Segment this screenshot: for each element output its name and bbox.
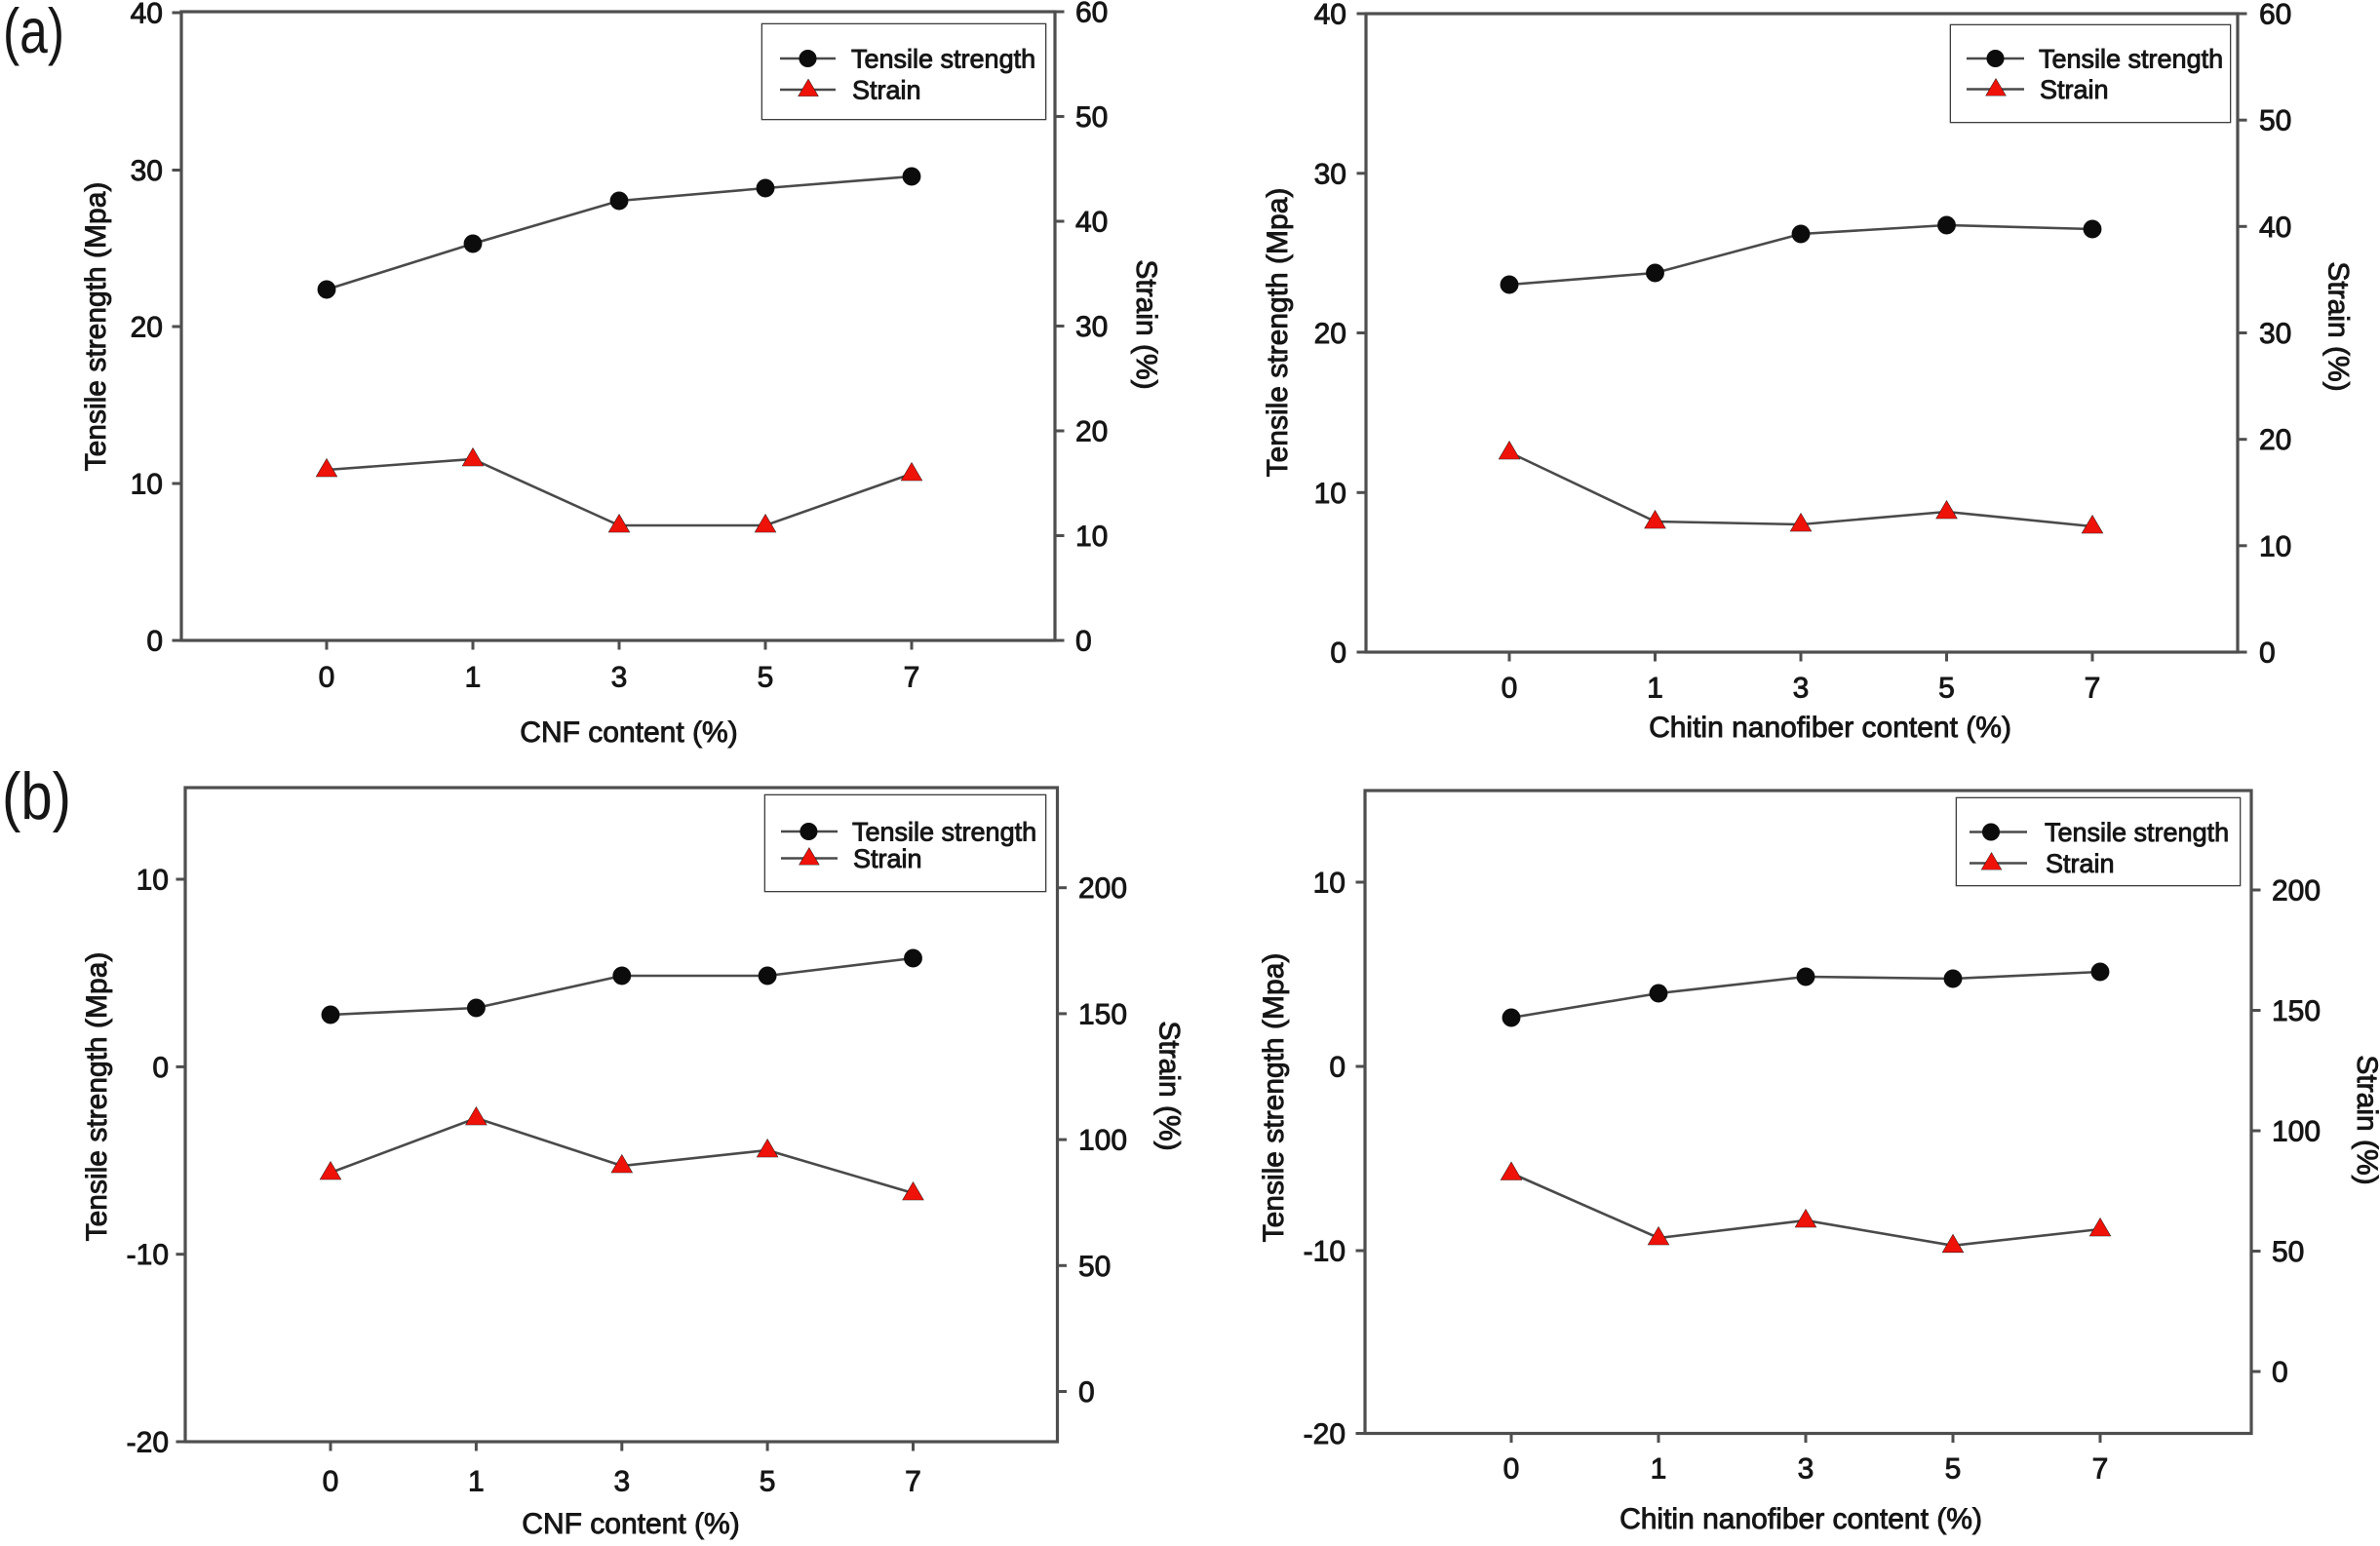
svg-text:10: 10	[131, 469, 163, 501]
svg-text:40: 40	[1314, 0, 1346, 31]
svg-text:CNF content (%): CNF content (%)	[520, 716, 737, 749]
svg-text:5: 5	[1938, 673, 1955, 705]
svg-text:20: 20	[1314, 318, 1346, 350]
svg-text:0: 0	[319, 662, 335, 694]
svg-text:Strain (%): Strain (%)	[1130, 259, 1162, 389]
svg-text:5: 5	[758, 662, 774, 694]
svg-text:20: 20	[2259, 424, 2291, 456]
svg-text:1: 1	[1647, 673, 1663, 705]
svg-text:Strain: Strain	[2046, 849, 2115, 878]
svg-text:7: 7	[905, 1466, 921, 1498]
svg-text:0: 0	[1330, 638, 1346, 670]
svg-text:Strain: Strain	[853, 844, 922, 873]
svg-text:60: 60	[2259, 0, 2291, 31]
svg-text:CNF content (%): CNF content (%)	[522, 1508, 739, 1540]
svg-text:Tensile strength: Tensile strength	[2039, 45, 2223, 74]
svg-text:Tensile strength (Mpa): Tensile strength (Mpa)	[81, 952, 113, 1242]
svg-text:40: 40	[131, 0, 163, 30]
svg-text:5: 5	[1945, 1453, 1962, 1486]
svg-text:30: 30	[131, 155, 163, 187]
svg-text:30: 30	[2259, 318, 2291, 350]
svg-text:20: 20	[1075, 416, 1108, 448]
svg-text:0: 0	[1078, 1376, 1095, 1409]
svg-text:10: 10	[1314, 478, 1346, 510]
svg-text:3: 3	[1798, 1453, 1814, 1486]
svg-text:-10: -10	[1304, 1236, 1346, 1268]
svg-text:1: 1	[465, 662, 482, 694]
svg-text:0: 0	[2272, 1357, 2288, 1389]
svg-text:Chitin nanofiber content (%): Chitin nanofiber content (%)	[1619, 1503, 1982, 1535]
svg-text:100: 100	[1078, 1125, 1127, 1157]
svg-text:50: 50	[1075, 101, 1108, 134]
svg-text:0: 0	[1075, 626, 1092, 658]
svg-text:50: 50	[1078, 1251, 1111, 1283]
svg-text:Tensile strength: Tensile strength	[2045, 818, 2229, 847]
svg-text:50: 50	[2272, 1236, 2304, 1268]
svg-text:10: 10	[2259, 530, 2291, 562]
svg-text:20: 20	[131, 312, 163, 344]
svg-text:0: 0	[323, 1466, 339, 1498]
svg-text:Chitin nanofiber content (%): Chitin nanofiber content (%)	[1649, 712, 2011, 744]
svg-text:7: 7	[2085, 673, 2101, 705]
svg-text:(a): (a)	[3, 0, 64, 66]
svg-text:150: 150	[2272, 995, 2321, 1027]
svg-text:7: 7	[2092, 1453, 2109, 1486]
svg-text:3: 3	[611, 662, 628, 694]
svg-text:0: 0	[1502, 673, 1518, 705]
svg-text:Tensile strength: Tensile strength	[852, 818, 1036, 847]
svg-text:0: 0	[146, 626, 163, 658]
svg-text:1: 1	[1651, 1453, 1667, 1486]
svg-text:100: 100	[2272, 1116, 2321, 1148]
svg-text:Strain: Strain	[2040, 75, 2109, 104]
svg-text:0: 0	[152, 1052, 169, 1084]
svg-text:0: 0	[1329, 1052, 1346, 1084]
svg-text:-20: -20	[127, 1427, 169, 1459]
svg-text:3: 3	[613, 1466, 630, 1498]
svg-text:10: 10	[1075, 521, 1108, 553]
svg-text:60: 60	[1075, 0, 1108, 29]
svg-text:10: 10	[137, 865, 169, 897]
svg-text:7: 7	[904, 662, 920, 694]
svg-text:10: 10	[1313, 868, 1346, 900]
svg-text:30: 30	[1075, 311, 1108, 343]
svg-text:Strain (%): Strain (%)	[2322, 261, 2355, 391]
svg-text:200: 200	[1078, 872, 1127, 905]
svg-text:Tensile strength (Mpa): Tensile strength (Mpa)	[1262, 188, 1294, 478]
svg-text:Tensile strength (Mpa): Tensile strength (Mpa)	[1258, 953, 1290, 1243]
svg-text:1: 1	[468, 1466, 485, 1498]
svg-text:-20: -20	[1304, 1418, 1346, 1450]
svg-text:-10: -10	[127, 1239, 169, 1271]
svg-text:Tensile strength (Mpa): Tensile strength (Mpa)	[80, 182, 112, 472]
svg-text:5: 5	[760, 1466, 776, 1498]
svg-text:200: 200	[2272, 875, 2321, 908]
svg-text:3: 3	[1793, 673, 1810, 705]
svg-text:Strain (%): Strain (%)	[1153, 1021, 1186, 1150]
svg-text:(b): (b)	[2, 759, 71, 833]
svg-text:Tensile strength: Tensile strength	[851, 45, 1035, 74]
svg-text:0: 0	[1503, 1453, 1520, 1486]
svg-text:150: 150	[1078, 998, 1127, 1030]
svg-text:40: 40	[1075, 207, 1108, 239]
svg-text:50: 50	[2259, 105, 2291, 137]
svg-text:40: 40	[2259, 212, 2291, 244]
svg-text:Strain (%): Strain (%)	[2351, 1055, 2380, 1184]
svg-text:Strain: Strain	[852, 76, 921, 105]
svg-text:30: 30	[1314, 158, 1346, 190]
svg-text:0: 0	[2259, 638, 2276, 670]
